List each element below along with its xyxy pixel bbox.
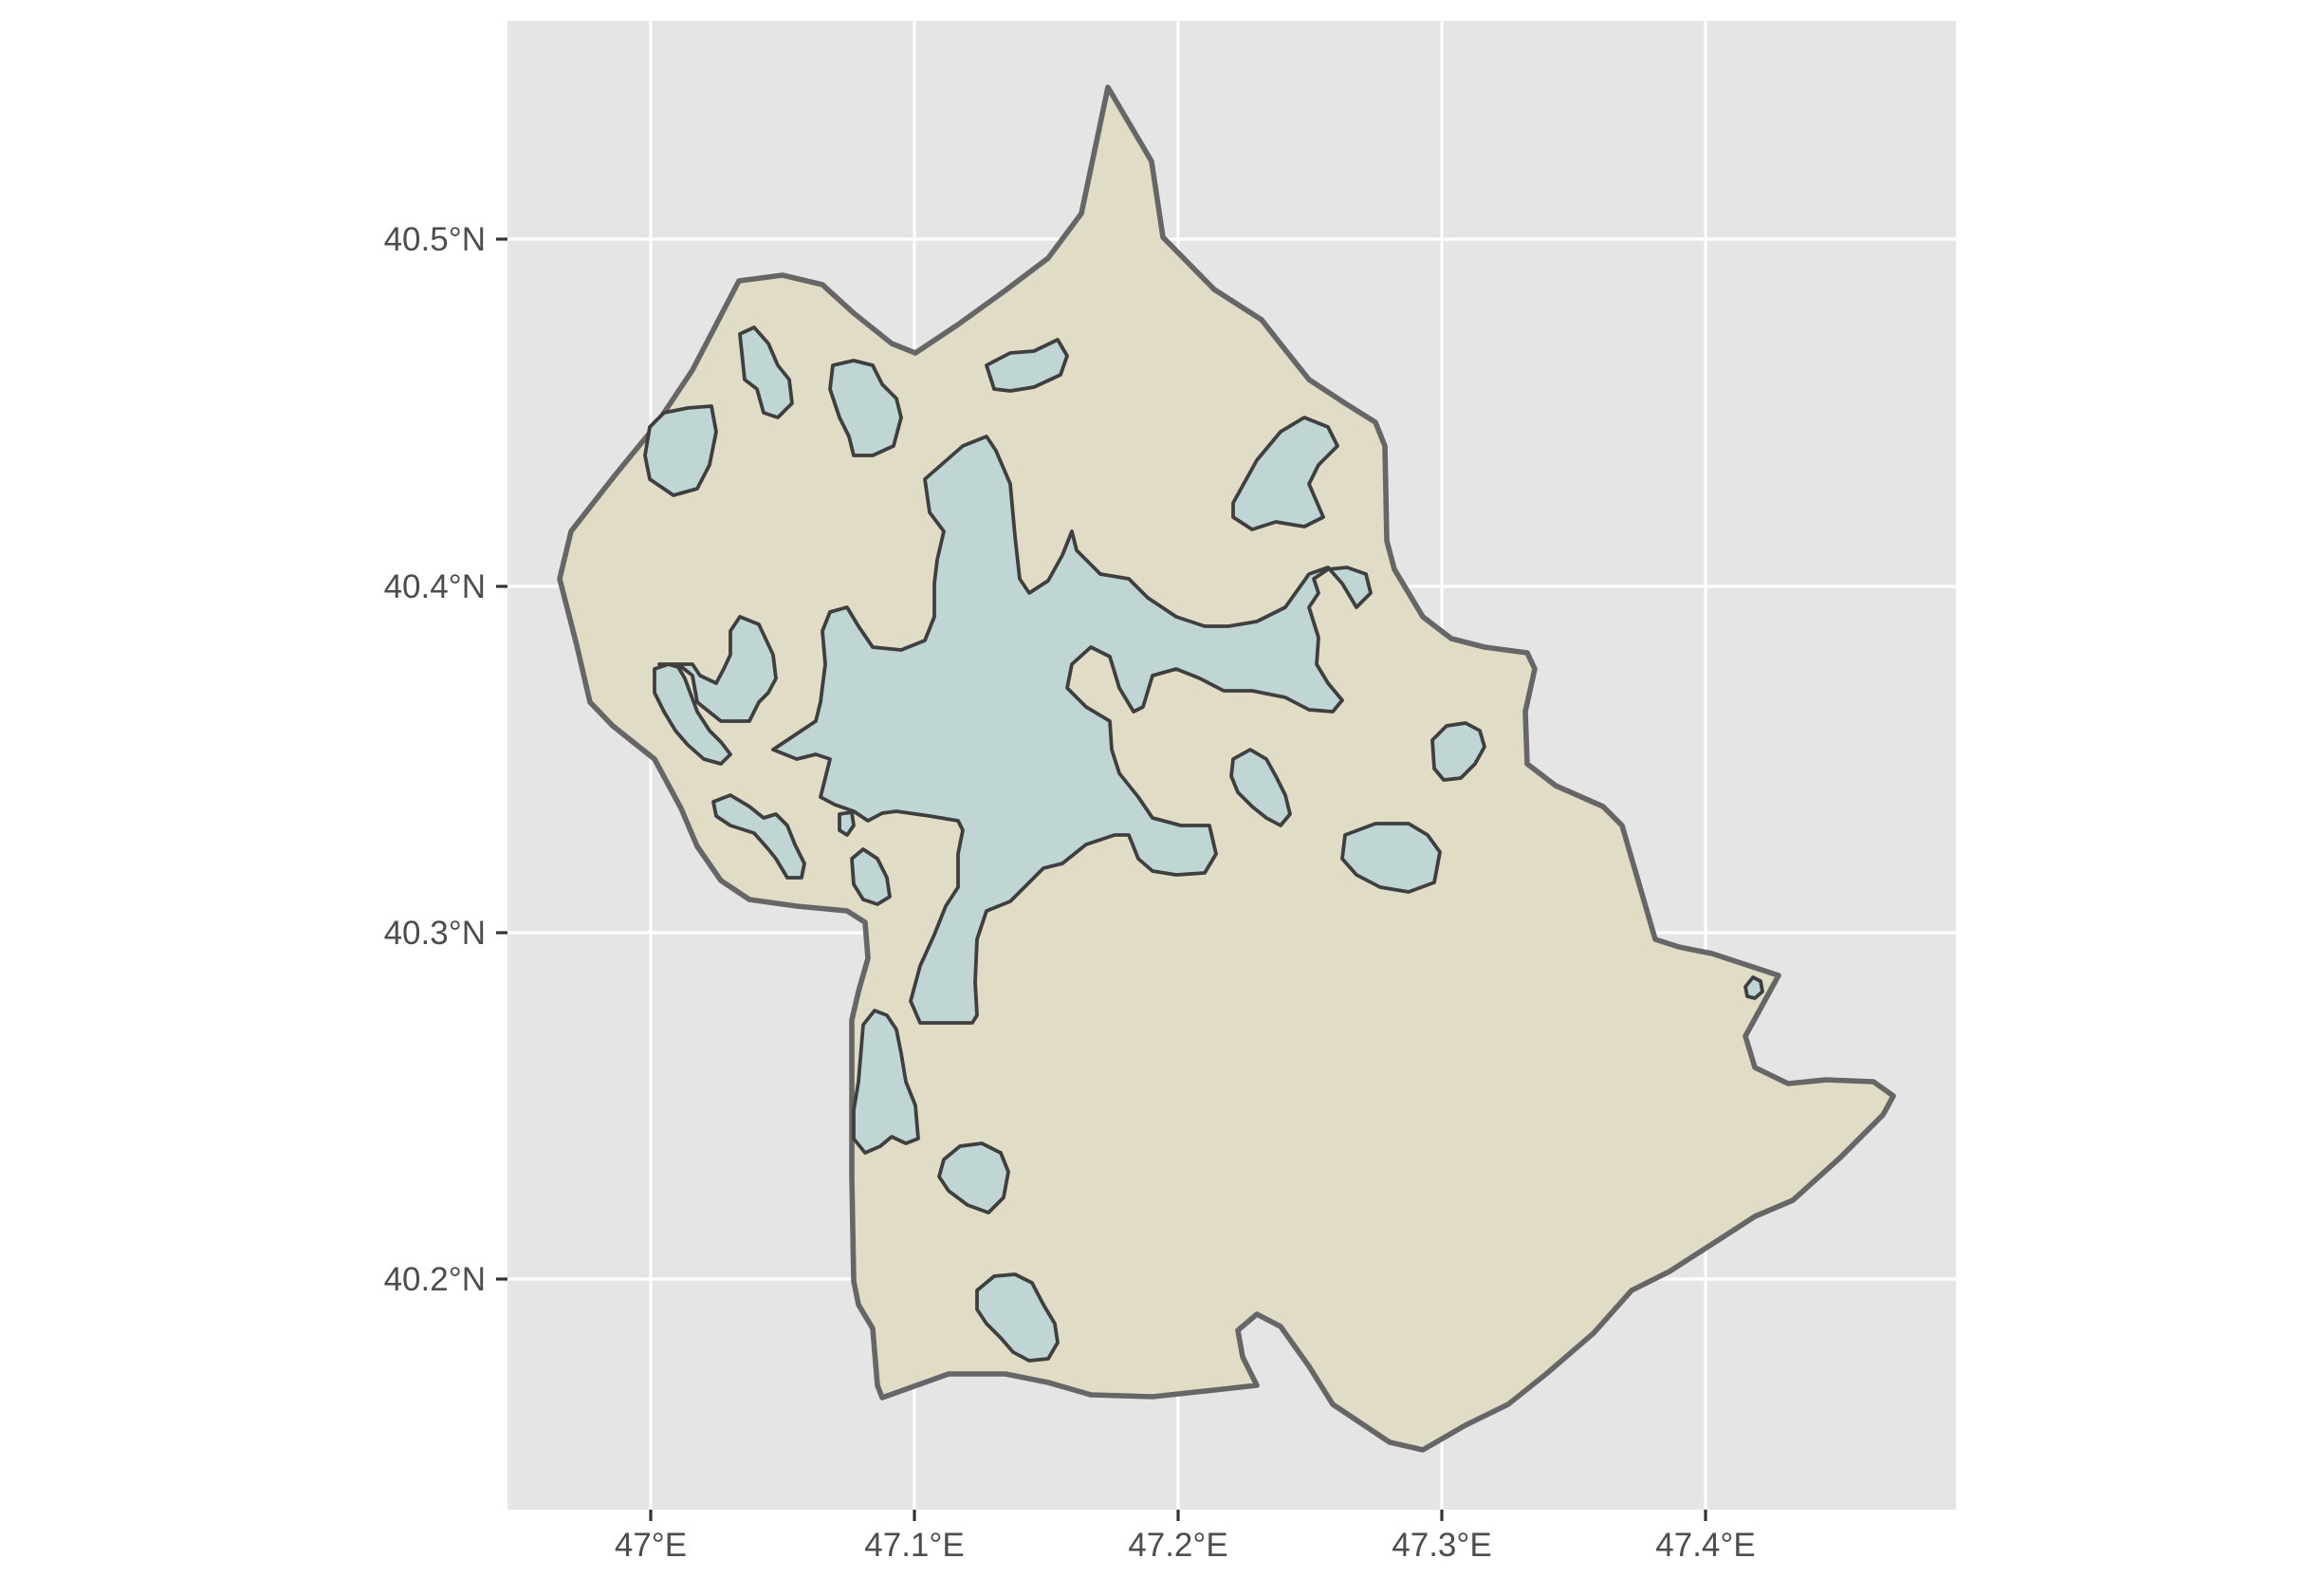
water-body-1 xyxy=(643,404,718,497)
x-tick-label-47-2E: 47.2°E xyxy=(1128,1527,1227,1564)
y-tick-label-40-2N: 40.2°N xyxy=(384,1261,486,1298)
water-body-17 xyxy=(975,1272,1060,1363)
water-body-4 xyxy=(985,338,1069,393)
water-body-12 xyxy=(1340,822,1442,894)
water-body-16 xyxy=(937,1141,1010,1215)
water-body-14 xyxy=(1743,975,1764,1000)
y-tick-label-40-3N: 40.3°N xyxy=(384,915,486,952)
water-body-15 xyxy=(852,1009,920,1155)
water-body-3 xyxy=(828,359,903,457)
y-tick-label-40-4N: 40.4°N xyxy=(384,568,486,605)
water-body-13 xyxy=(1430,721,1486,782)
water-body-7 xyxy=(653,662,732,766)
water-body-11 xyxy=(1229,748,1292,827)
x-tick-label-47-3E: 47.3°E xyxy=(1392,1527,1491,1564)
y-axis: 40.5°N 40.4°N 40.3°N 40.2°N xyxy=(384,221,507,1298)
water-body-6 xyxy=(657,615,778,723)
x-tick-label-47-4E: 47.4°E xyxy=(1655,1527,1755,1564)
y-tick-label-40-5N: 40.5°N xyxy=(384,221,486,258)
x-axis: 47°E 47.1°E 47.2°E 47.3°E 47.4°E xyxy=(615,1510,1756,1564)
x-tick-label-47-1E: 47.1°E xyxy=(864,1527,964,1564)
water-body-10 xyxy=(850,847,892,906)
water-body-main xyxy=(771,435,1373,1025)
water-body-5 xyxy=(1231,416,1339,531)
water-body-8 xyxy=(711,793,806,880)
x-tick-label-47E: 47°E xyxy=(615,1527,687,1564)
water-bodies xyxy=(643,325,1764,1363)
water-body-9 xyxy=(838,810,856,837)
water-body-2 xyxy=(738,325,794,419)
